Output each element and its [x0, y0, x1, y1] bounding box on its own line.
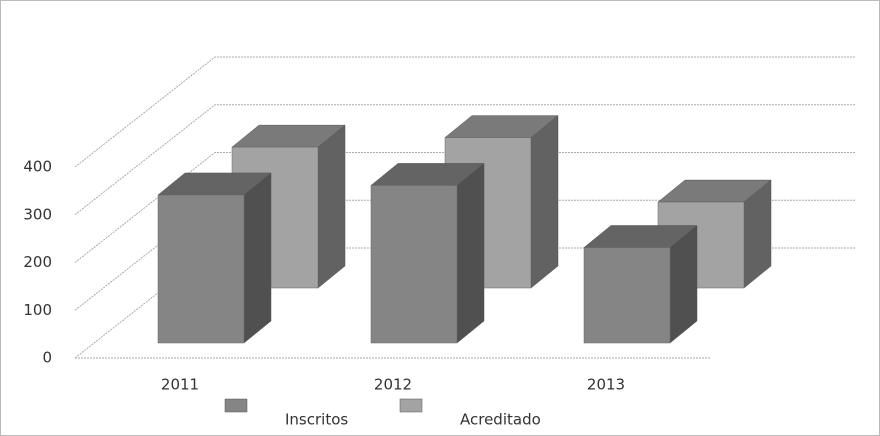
x-tick-label: 2011	[161, 376, 199, 394]
y-tick-label: 100	[23, 301, 52, 319]
bar-side	[317, 124, 346, 289]
bar-side	[243, 172, 272, 344]
bar	[370, 185, 458, 344]
grid-line	[74, 56, 855, 168]
x-tick-label: 2012	[374, 376, 412, 394]
y-tick-label: 200	[23, 253, 52, 271]
bar-side	[456, 162, 485, 344]
legend-label: Acreditado	[460, 411, 541, 429]
y-tick-label: 400	[23, 158, 52, 176]
legend-swatch	[224, 398, 248, 413]
legend-swatch	[399, 398, 423, 413]
grid-line	[74, 152, 855, 263]
bar	[157, 194, 245, 344]
x-tick-label: 2013	[587, 376, 625, 394]
bar	[583, 247, 671, 344]
grid-line	[74, 104, 855, 216]
legend-label: Inscritos	[285, 411, 348, 429]
bar-side	[530, 115, 559, 289]
y-tick-label: 0	[42, 349, 52, 367]
y-tick-label: 300	[23, 205, 52, 223]
